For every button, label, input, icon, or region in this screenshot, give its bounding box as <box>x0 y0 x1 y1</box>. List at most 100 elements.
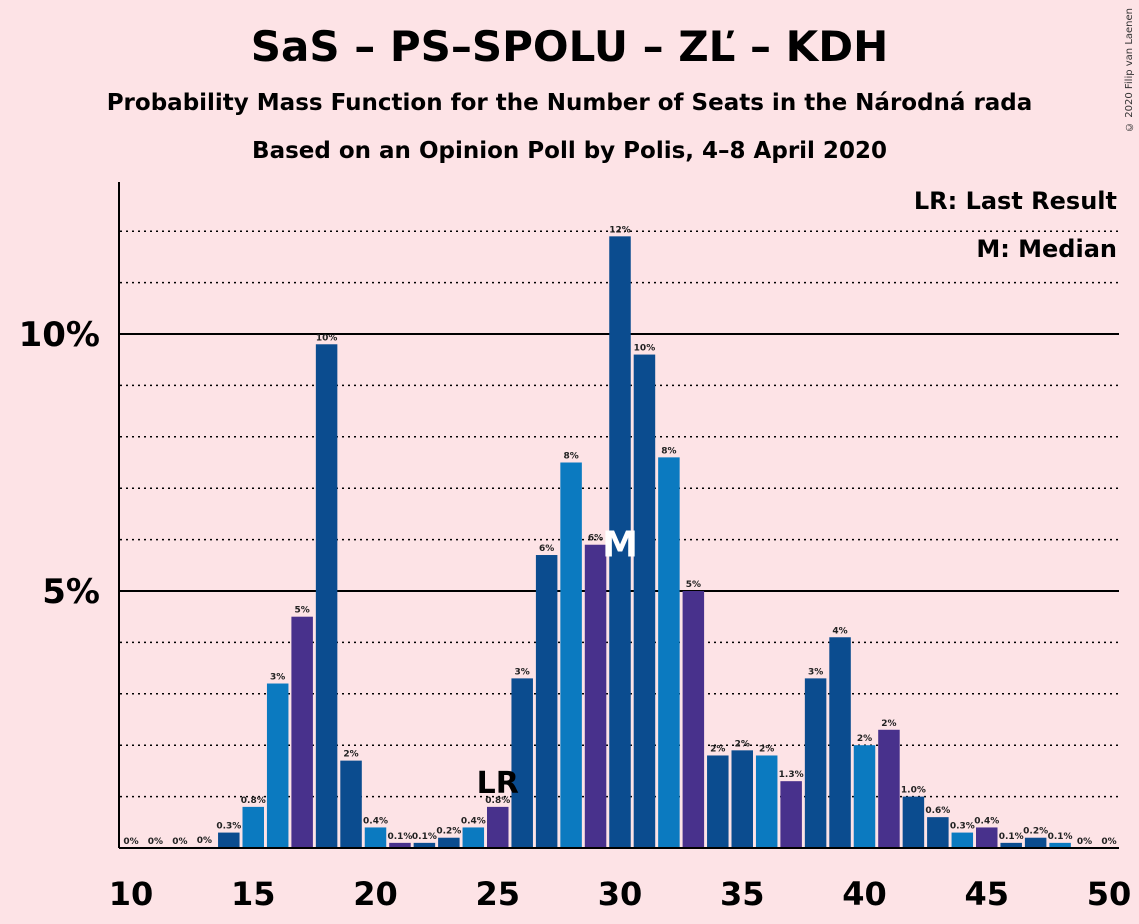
median-marker: M <box>602 525 638 566</box>
bar-label-seat-27: 6% <box>539 544 554 554</box>
bar-seat-30 <box>609 236 631 849</box>
bar-label-seat-46: 0.1% <box>999 832 1024 842</box>
bar-seat-34 <box>707 755 729 848</box>
bar-label-seat-37: 1.3% <box>779 770 804 780</box>
bar-seat-19 <box>340 760 362 848</box>
bar-label-seat-23: 0.2% <box>436 827 461 837</box>
legend-last-result: LR: Last Result <box>914 187 1117 215</box>
bar-label-seat-33: 5% <box>686 580 701 590</box>
bar-label-seat-25: 0.8% <box>485 796 510 806</box>
bar-seat-28 <box>560 462 582 848</box>
bar-seat-14 <box>218 832 240 848</box>
bar-label-seat-44: 0.3% <box>950 822 975 832</box>
bar-label-seat-13: 0% <box>197 836 212 846</box>
y-tick-label: 10% <box>19 315 100 355</box>
legend-median: M: Median <box>976 235 1117 263</box>
bar-seat-47 <box>1024 837 1047 848</box>
x-tick-label: 45 <box>964 875 1009 913</box>
bar-seat-40 <box>853 745 876 848</box>
bar-label-seat-31: 10% <box>634 344 656 354</box>
bar-seat-24 <box>462 827 485 848</box>
bar-label-seat-30: 12% <box>609 225 631 235</box>
bar-label-seat-41: 2% <box>881 719 896 729</box>
bar-seat-39 <box>829 637 851 848</box>
markers: LR M <box>477 525 638 801</box>
x-tick-label: 25 <box>475 875 520 913</box>
bar-label-seat-36: 2% <box>759 744 774 754</box>
x-tick-label: 20 <box>353 875 398 913</box>
bar-label-seat-50: 0% <box>1101 837 1116 847</box>
bar-label-seat-34: 2% <box>710 744 725 754</box>
y-tick-label: 5% <box>42 572 100 612</box>
bar-seat-21 <box>389 842 411 848</box>
bar-seat-43 <box>927 817 949 848</box>
bar-label-seat-22: 0.1% <box>412 832 437 842</box>
y-tick-labels: 5% 10% <box>19 315 100 612</box>
bar-seat-35 <box>731 750 753 848</box>
bar-seat-37 <box>780 781 802 848</box>
x-tick-label: 40 <box>842 875 887 913</box>
bar-label-seat-39: 4% <box>832 626 847 636</box>
bar-label-seat-16: 3% <box>270 673 285 683</box>
bar-seat-38 <box>804 678 827 848</box>
bar-labels: 0% 0% 0% 0%0.3%0.8%3%5%10%2%0.4%0.1% 0.1%0.2… <box>123 225 1116 847</box>
bar-label-seat-21: 0.1% <box>387 832 412 842</box>
bar-label-seat-40: 2% <box>857 734 872 744</box>
bars <box>193 236 1071 849</box>
bar-label-seat-43: 0.6% <box>925 806 950 816</box>
bar-label-seat-15: 0.8% <box>241 796 266 806</box>
chart-title: SaS – PS–SPOLU – ZĽ – KDH <box>250 22 889 71</box>
x-tick-label: 10 <box>109 875 154 913</box>
x-tick-labels: 10 15 20 25 30 35 40 45 50 <box>109 875 1132 913</box>
bar-label-seat-35: 2% <box>735 739 750 749</box>
bar-label-seat-26: 3% <box>515 667 530 677</box>
bar-seat-15 <box>242 806 264 848</box>
bar-label-seat-18: 10% <box>316 333 338 343</box>
x-tick-label: 30 <box>598 875 643 913</box>
x-tick-label: 15 <box>231 875 276 913</box>
bar-seat-32 <box>658 457 680 848</box>
bar-seat-25 <box>487 806 509 848</box>
bar-seat-36 <box>755 755 778 848</box>
bar-label-seat-17: 5% <box>295 606 310 616</box>
bar-seat-33 <box>682 591 705 848</box>
bar-seat-17 <box>291 616 313 848</box>
chart-subtitle-2: Based on an Opinion Poll by Polis, 4–8 A… <box>252 138 887 164</box>
bar-label-seat-11: 0% <box>148 837 163 847</box>
bar-seat-42 <box>902 796 925 848</box>
bar-seat-45 <box>976 827 998 848</box>
bar-label-seat-49: 0% <box>1077 837 1092 847</box>
bar-seat-16 <box>266 683 289 848</box>
bar-label-seat-47: 0.2% <box>1023 827 1048 837</box>
bar-seat-29 <box>584 544 607 848</box>
x-tick-label: 35 <box>720 875 765 913</box>
bar-label-seat-38: 3% <box>808 667 823 677</box>
bar-seat-27 <box>535 555 558 848</box>
bar-label-seat-48: 0.1% <box>1048 832 1073 842</box>
bar-seat-18 <box>315 344 338 848</box>
bar-label-seat-10: 0% <box>123 837 138 847</box>
bar-seat-31 <box>633 354 656 848</box>
bar-seat-22 <box>413 842 436 848</box>
bar-seat-23 <box>438 837 460 848</box>
bar-seat-41 <box>878 729 900 848</box>
bar-seat-48 <box>1049 842 1071 848</box>
chart-subtitle: Probability Mass Function for the Number… <box>106 90 1033 116</box>
bar-label-seat-12: 0% <box>172 837 187 847</box>
bar-label-seat-32: 8% <box>661 446 676 456</box>
bar-label-seat-45: 0.4% <box>974 816 999 826</box>
bar-label-seat-42: 1.0% <box>901 786 926 796</box>
bar-seat-26 <box>511 678 533 848</box>
bar-seat-46 <box>1000 842 1022 848</box>
bar-label-seat-28: 8% <box>563 452 578 462</box>
bar-label-seat-19: 2% <box>343 750 358 760</box>
bar-label-seat-29: 6% <box>588 534 603 544</box>
bar-label-seat-20: 0.4% <box>363 816 388 826</box>
last-result-marker: LR <box>477 766 519 801</box>
bar-seat-20 <box>364 827 387 848</box>
bar-label-seat-24: 0.4% <box>461 816 486 826</box>
x-tick-label: 50 <box>1087 875 1132 913</box>
bar-seat-44 <box>951 832 974 848</box>
bar-label-seat-14: 0.3% <box>216 822 241 832</box>
